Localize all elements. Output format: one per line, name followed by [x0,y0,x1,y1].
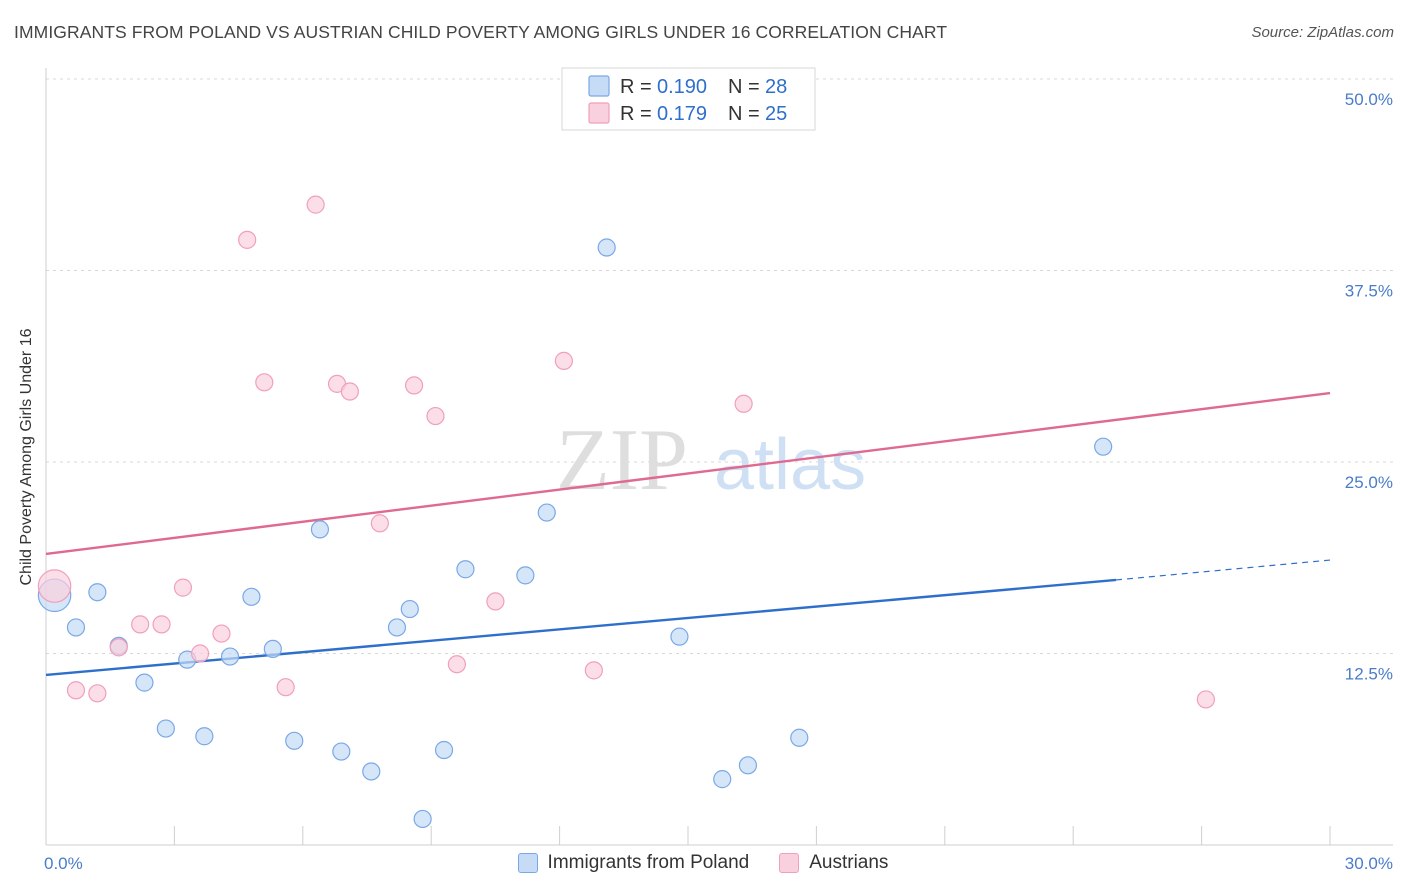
point-s1-0 [37,569,72,603]
point-s1-16 [404,376,424,395]
legend-item-poland[interactable]: Immigrants from Poland [517,852,750,874]
point-s0-1 [66,618,86,637]
y-tick-label-2: 37.5% [1345,282,1393,301]
x-tick-label-right: 30.0% [1345,854,1393,873]
point-s1-6 [173,578,193,597]
axes [45,68,1393,846]
point-s0-2 [88,583,107,602]
legend-swatch-1 [588,102,610,124]
legend-n-value-0: 28 [765,76,787,98]
legend-n-label-1: N = [728,103,760,125]
point-s1-3 [109,638,128,657]
point-s1-23 [734,394,753,413]
legend-swatch-0 [588,75,610,97]
stats-legend: R = 0.190 N = 28 R = 0.179 N = 25 [561,67,816,131]
point-s1-19 [486,592,505,611]
point-s0-18 [434,740,454,760]
point-s0-10 [263,639,282,659]
y-tick-label-1: 25.0% [1345,473,1393,492]
trend-line-s1 [45,391,1331,556]
x-tick-label-left: 0.0% [44,854,83,873]
point-s1-10 [255,373,274,392]
point-s0-15 [387,618,407,637]
legend-swatch-austrians [779,853,800,873]
point-s0-4 [135,673,154,692]
trend-line-s0 [45,578,1117,677]
point-s0-7 [195,727,214,746]
point-s0-23 [670,627,689,646]
legend-r-label-1: R = [620,103,652,125]
chart-source: Source: ZipAtlas.com [1251,24,1394,41]
legend-r-value-1: 0.179 [657,103,707,125]
y-tick-label-3: 50.0% [1345,90,1393,109]
chart-title: IMMIGRANTS FROM POLAND VS AUSTRIAN CHILD… [14,22,948,42]
point-s1-2 [88,684,107,703]
point-s0-9 [242,587,261,606]
point-s1-12 [306,195,325,214]
watermark-zip: ZIP [556,412,688,509]
point-s0-5 [156,719,175,738]
point-s0-22 [597,238,616,257]
point-s1-18 [447,655,466,674]
legend-r-label-0: R = [620,76,652,98]
point-s0-13 [332,742,351,761]
point-s1-11 [276,678,295,697]
point-s0-19 [456,560,475,579]
legend-r-value-0: 0.190 [657,76,707,98]
legend-swatch-poland [517,853,538,873]
point-s0-8 [220,647,240,666]
point-s0-11 [285,731,304,750]
legend-n-value-1: 25 [765,103,787,125]
point-s0-16 [400,599,419,619]
series-legend: Immigrants from Poland Austrians [0,852,1406,874]
point-s1-8 [212,624,231,643]
point-s0-21 [537,503,556,522]
watermark-atlas: atlas [714,425,866,505]
point-s0-24 [713,770,732,789]
legend-label-poland: Immigrants from Poland [547,852,750,873]
point-s0-20 [516,566,535,585]
point-s0-27 [1094,437,1113,456]
y-tick-label-0: 12.5% [1345,665,1393,684]
legend-n-label-0: N = [728,76,760,98]
trend-lines [45,391,1331,677]
point-s1-20 [554,351,573,370]
point-s0-14 [362,762,381,781]
trend-line-ext-s0 [1115,559,1331,581]
point-s1-15 [370,514,389,533]
point-s0-12 [310,520,330,539]
legend-item-austrians[interactable]: Austrians [779,852,888,874]
gridlines [46,78,1393,654]
point-s1-9 [238,230,257,249]
tick-labels: 12.5% 25.0% 37.5% 50.0% 0.0% 30.0% [44,90,1393,873]
point-s0-17 [413,809,432,829]
point-s1-14 [340,382,359,401]
legend-label-austrians: Austrians [809,852,889,873]
watermark: ZIP atlas [556,412,866,509]
data-points [37,69,1215,829]
point-s0-25 [738,756,758,775]
point-s1-7 [190,644,210,663]
point-s1-4 [131,615,150,634]
point-s1-24 [1196,690,1215,709]
point-s1-5 [152,615,171,634]
point-s1-17 [426,406,445,426]
point-s1-21 [584,661,603,680]
point-s1-1 [66,681,86,700]
point-s0-26 [790,728,809,747]
